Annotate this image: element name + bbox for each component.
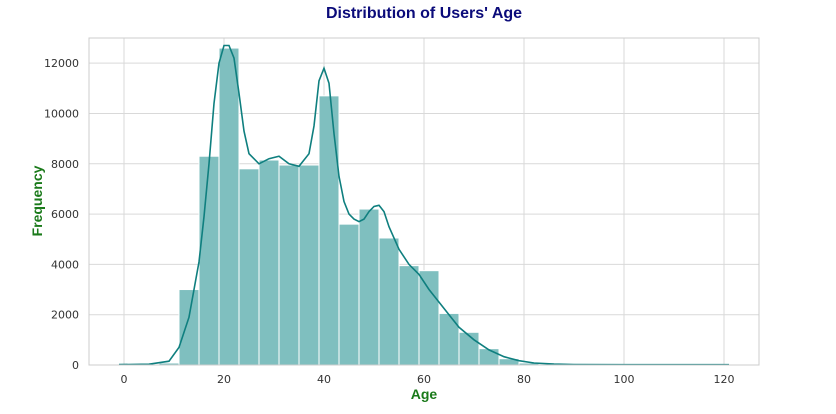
y-tick-label: 8000 <box>51 158 79 171</box>
histogram-bar <box>258 159 280 366</box>
y-tick-label: 10000 <box>44 107 79 120</box>
histogram-bars <box>118 47 560 366</box>
histogram-bar <box>198 155 220 366</box>
histogram-bar <box>218 47 240 366</box>
y-tick-label: 12000 <box>44 57 79 70</box>
x-tick-label: 40 <box>317 373 331 386</box>
x-tick-label: 20 <box>217 373 231 386</box>
y-tick-label: 0 <box>72 359 79 372</box>
histogram-bar <box>358 208 380 366</box>
chart-title: Distribution of Users' Age <box>326 5 522 22</box>
x-tick-label: 80 <box>517 373 531 386</box>
histogram-bar <box>178 289 200 366</box>
x-tick-label: 60 <box>417 373 431 386</box>
histogram-bar <box>338 223 360 366</box>
kde-curve <box>118 44 729 366</box>
y-axis-ticks: 0 2000 4000 6000 8000 10000 12000 <box>44 57 79 372</box>
plot-frame <box>88 37 760 366</box>
histogram-bar <box>418 270 440 366</box>
x-tick-label: 100 <box>614 373 635 386</box>
histogram-bar <box>478 348 500 366</box>
histogram-bar <box>278 164 300 366</box>
kde-curve-layer <box>118 44 729 366</box>
histogram-bar <box>378 237 400 366</box>
histogram-bar <box>318 95 340 366</box>
histogram-bar <box>438 312 460 366</box>
histogram-bar <box>398 265 420 366</box>
y-tick-label: 2000 <box>51 309 79 322</box>
x-tick-label: 0 <box>121 373 128 386</box>
y-axis-label: Frequency <box>29 165 45 236</box>
x-axis-label: Age <box>411 386 438 402</box>
histogram-bar <box>458 331 480 366</box>
y-tick-label: 6000 <box>51 208 79 221</box>
y-tick-label: 4000 <box>51 258 79 271</box>
x-tick-label: 120 <box>714 373 735 386</box>
histogram-bar <box>238 168 260 366</box>
x-axis-ticks: 0 20 40 60 80 100 120 <box>121 373 735 386</box>
histogram-bar <box>298 164 320 366</box>
